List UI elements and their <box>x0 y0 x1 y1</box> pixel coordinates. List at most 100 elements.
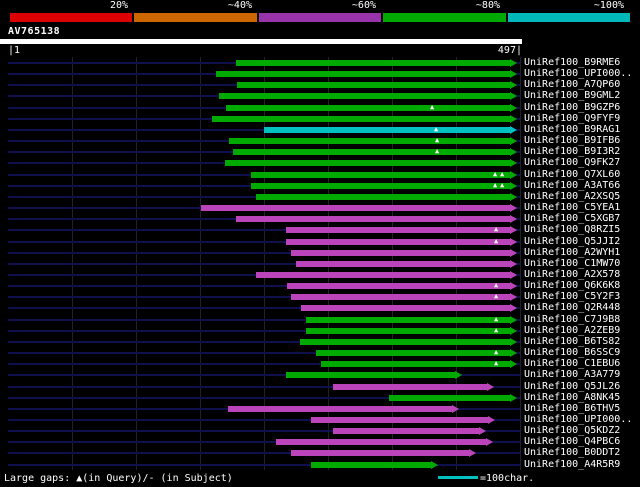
hit-bar[interactable] <box>287 283 510 290</box>
hit-bar[interactable] <box>316 350 510 357</box>
hit-row[interactable]: UniRef100_B6SSC9 ▲ <box>0 347 640 358</box>
hit-bar[interactable] <box>306 327 510 334</box>
hit-label[interactable]: UniRef100_Q9FK27 <box>524 157 621 169</box>
hit-row[interactable]: UniRef100_Q8RZI5 ▲ <box>0 224 640 235</box>
hit-label[interactable]: UniRef100_B9I3R2 <box>524 146 621 158</box>
hit-row[interactable]: UniRef100_Q5KDZ2 <box>0 425 640 436</box>
hit-bar[interactable] <box>291 294 510 301</box>
hit-bar[interactable] <box>212 115 510 122</box>
hit-row[interactable]: UniRef100_C1MW70 <box>0 258 640 269</box>
hit-bar[interactable] <box>333 383 487 390</box>
hit-row[interactable]: UniRef100_B9RME6 <box>0 57 640 68</box>
hit-bar[interactable] <box>225 160 510 167</box>
hit-bar[interactable] <box>286 238 510 245</box>
hit-bar[interactable] <box>237 82 510 89</box>
hit-label[interactable]: UniRef100_A2WYH1 <box>524 246 621 258</box>
hit-bar[interactable] <box>306 316 510 323</box>
hit-label[interactable]: UniRef100_B9GML2 <box>524 90 621 102</box>
hit-bar[interactable] <box>311 461 431 468</box>
hit-row[interactable]: UniRef100_C5XGB7 <box>0 213 640 224</box>
hit-label[interactable]: UniRef100_B9GZP6 <box>524 101 621 113</box>
hit-row[interactable]: UniRef100_B0DDT2 <box>0 447 640 458</box>
hit-bar[interactable] <box>228 405 452 412</box>
hit-bar[interactable] <box>236 216 510 223</box>
hit-label[interactable]: UniRef100_B9IFB6 <box>524 135 621 147</box>
hit-bar[interactable] <box>300 338 510 345</box>
hit-row[interactable]: UniRef100_B9GML2 <box>0 90 640 101</box>
hit-bar[interactable] <box>226 104 510 111</box>
hit-label[interactable]: UniRef100_C1EBU6 <box>524 358 621 370</box>
hit-row[interactable]: UniRef100_Q9FK27 <box>0 157 640 168</box>
hit-bar[interactable] <box>233 149 510 156</box>
hit-bar[interactable] <box>229 138 510 145</box>
hit-row[interactable]: UniRef100_B6TS82 <box>0 336 640 347</box>
hit-label[interactable]: UniRef100_B9RME6 <box>524 57 621 68</box>
hit-label[interactable]: UniRef100_Q5KDZ2 <box>524 425 621 437</box>
hit-row[interactable]: UniRef100_A3A779 <box>0 369 640 380</box>
hit-row[interactable]: UniRef100_A4R5R9 <box>0 459 640 470</box>
hit-label[interactable]: UniRef100_C5YEA1 <box>524 202 621 214</box>
hit-label[interactable]: UniRef100_Q6K6K8 <box>524 280 621 292</box>
hit-bar[interactable] <box>276 439 486 446</box>
hit-bar[interactable] <box>201 205 510 212</box>
hit-label[interactable]: UniRef100_B6SSC9 <box>524 347 621 359</box>
hit-row[interactable]: UniRef100_Q5JL26 <box>0 381 640 392</box>
hit-row[interactable]: UniRef100_Q6K6K8 ▲ <box>0 280 640 291</box>
hit-row[interactable]: UniRef100_A2ZEB9 ▲ <box>0 325 640 336</box>
hit-bar[interactable] <box>311 417 488 423</box>
hit-label[interactable]: UniRef100_Q8RZI5 <box>524 224 621 236</box>
hit-row[interactable]: UniRef100_A2WYH1 <box>0 247 640 258</box>
hit-label[interactable]: UniRef100_Q5JJI2 <box>524 235 621 247</box>
hit-label[interactable]: UniRef100_UPI000.. <box>524 68 633 80</box>
hit-bar[interactable] <box>236 60 510 66</box>
hit-bar[interactable] <box>219 93 510 100</box>
hit-label[interactable]: UniRef100_Q2R448 <box>524 302 621 314</box>
hit-row[interactable]: UniRef100_A2X578 <box>0 269 640 280</box>
hit-label[interactable]: UniRef100_A2ZEB9 <box>524 324 621 336</box>
hit-label[interactable]: UniRef100_C5Y2F3 <box>524 291 621 303</box>
hit-label[interactable]: UniRef100_A2X578 <box>524 268 621 280</box>
hit-row[interactable]: UniRef100_A3AT66 ▲ ▲ <box>0 180 640 191</box>
hit-row[interactable]: UniRef100_C5YEA1 <box>0 202 640 213</box>
hit-label[interactable]: UniRef100_A7QP60 <box>524 79 621 91</box>
hit-row[interactable]: UniRef100_Q9FYF9 <box>0 113 640 124</box>
hit-label[interactable]: UniRef100_B9RAG1 <box>524 123 621 135</box>
hit-row[interactable]: UniRef100_UPI000.. <box>0 414 640 425</box>
hit-label[interactable]: UniRef100_C5XGB7 <box>524 213 621 225</box>
hit-bar[interactable] <box>264 126 510 133</box>
hit-row[interactable]: UniRef100_Q7XL60 ▲ ▲ <box>0 169 640 180</box>
hit-bar[interactable] <box>333 428 479 435</box>
hit-label[interactable]: UniRef100_C1MW70 <box>524 257 621 269</box>
hit-row[interactable]: UniRef100_A8NK45 <box>0 392 640 403</box>
hit-row[interactable]: UniRef100_C5Y2F3 ▲ <box>0 291 640 302</box>
hit-row[interactable]: UniRef100_Q5JJI2 ▲ <box>0 236 640 247</box>
hit-bar[interactable] <box>291 450 469 457</box>
hit-row[interactable]: UniRef100_Q2R448 <box>0 302 640 313</box>
hit-row[interactable]: UniRef100_B9IFB6 ▲ <box>0 135 640 146</box>
hit-row[interactable]: UniRef100_B9GZP6 ▲ <box>0 102 640 113</box>
hit-label[interactable]: UniRef100_A4R5R9 <box>524 458 621 470</box>
hit-row[interactable]: UniRef100_B6THV5 <box>0 403 640 414</box>
hit-bar[interactable] <box>321 361 510 368</box>
hit-label[interactable]: UniRef100_A8NK45 <box>524 391 621 403</box>
hit-label[interactable]: UniRef100_B0DDT2 <box>524 447 621 459</box>
hit-label[interactable]: UniRef100_A2XSQ5 <box>524 190 621 202</box>
hit-bar[interactable] <box>216 71 510 78</box>
hit-label[interactable]: UniRef100_A3A779 <box>524 369 621 381</box>
hit-bar[interactable] <box>286 227 510 234</box>
hit-row[interactable]: UniRef100_Q4PBC6 <box>0 436 640 447</box>
hit-row[interactable]: UniRef100_C7J9B8 ▲ <box>0 314 640 325</box>
hit-label[interactable]: UniRef100_Q4PBC6 <box>524 436 621 448</box>
hit-label[interactable]: UniRef100_Q5JL26 <box>524 380 621 392</box>
hit-label[interactable]: UniRef100_B6TS82 <box>524 335 621 347</box>
hit-label[interactable]: UniRef100_A3AT66 <box>524 179 621 191</box>
hit-row[interactable]: UniRef100_C1EBU6 ▲ <box>0 358 640 369</box>
hit-row[interactable]: UniRef100_A2XSQ5 <box>0 191 640 202</box>
hit-bar[interactable] <box>251 182 510 189</box>
hit-bar[interactable] <box>286 372 455 379</box>
hit-bar[interactable] <box>256 193 510 200</box>
hit-bar[interactable] <box>301 305 510 312</box>
hit-row[interactable]: UniRef100_A7QP60 <box>0 79 640 90</box>
hit-label[interactable]: UniRef100_C7J9B8 <box>524 313 621 325</box>
hit-bar[interactable] <box>389 394 510 401</box>
